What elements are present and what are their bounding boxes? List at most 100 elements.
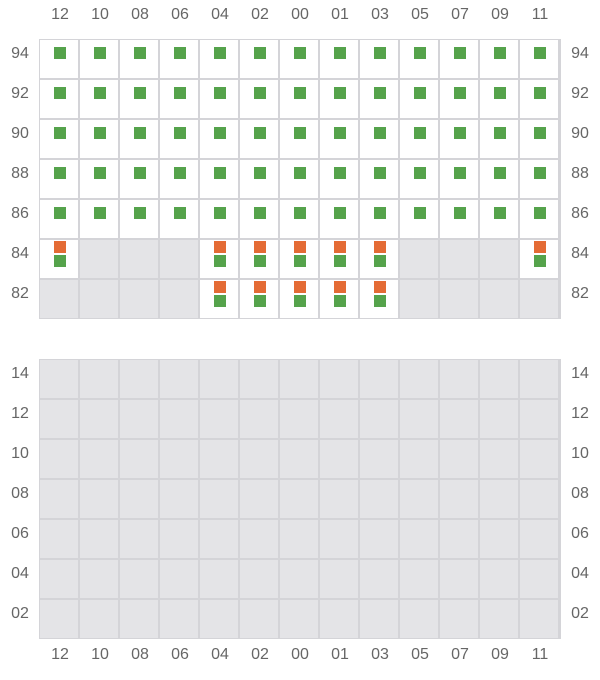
green-marker [174,207,186,219]
grid-cell[interactable] [319,279,359,319]
grid-cell[interactable] [279,119,319,159]
grid-cell[interactable] [359,39,399,79]
grid-cell [479,599,519,639]
grid-cell[interactable] [479,79,519,119]
grid-cell[interactable] [239,159,279,199]
grid-cell[interactable] [239,39,279,79]
grid-cell [519,439,559,479]
grid-cell[interactable] [359,159,399,199]
grid-cell[interactable] [319,199,359,239]
grid-cell[interactable] [119,79,159,119]
grid-cell[interactable] [39,119,79,159]
grid-cell[interactable] [519,239,559,279]
green-marker [254,127,266,139]
grid-cell[interactable] [399,39,439,79]
grid-cell[interactable] [119,39,159,79]
green-marker [254,255,266,267]
grid-cell[interactable] [519,79,559,119]
green-marker [374,295,386,307]
grid-cell[interactable] [279,279,319,319]
grid-cell[interactable] [199,119,239,159]
grid-cell[interactable] [359,199,399,239]
grid-cell[interactable] [159,79,199,119]
grid-cell[interactable] [279,159,319,199]
grid-cell[interactable] [479,159,519,199]
grid-cell[interactable] [519,199,559,239]
grid-cell[interactable] [399,79,439,119]
grid-cell[interactable] [39,39,79,79]
grid-cell [399,599,439,639]
grid-cell[interactable] [399,199,439,239]
grid-cell[interactable] [199,39,239,79]
grid-cell[interactable] [119,159,159,199]
green-marker [214,167,226,179]
grid-cell[interactable] [79,199,119,239]
grid-cell[interactable] [159,159,199,199]
grid-cell[interactable] [439,39,479,79]
grid-cell[interactable] [359,279,399,319]
grid-cell[interactable] [159,39,199,79]
grid-cell[interactable] [479,119,519,159]
grid-cell[interactable] [239,239,279,279]
grid-cell[interactable] [119,199,159,239]
grid-cell[interactable] [279,199,319,239]
grid-cell[interactable] [319,119,359,159]
grid-cell[interactable] [439,199,479,239]
grid-cell[interactable] [319,39,359,79]
orange-marker [374,281,386,293]
grid-cell[interactable] [359,79,399,119]
green-marker [334,87,346,99]
grid-cell[interactable] [239,199,279,239]
grid-cell[interactable] [399,119,439,159]
grid-cell[interactable] [79,159,119,199]
grid-cell[interactable] [79,39,119,79]
grid-cell[interactable] [159,119,199,159]
grid-cell [79,239,119,279]
grid-cell[interactable] [359,119,399,159]
grid-cell[interactable] [359,239,399,279]
grid-cell[interactable] [319,239,359,279]
green-marker [414,47,426,59]
grid-cell[interactable] [119,119,159,159]
grid-cell[interactable] [439,119,479,159]
grid-cell[interactable] [39,199,79,239]
grid-cell [159,239,199,279]
grid-cell[interactable] [39,159,79,199]
grid-cell[interactable] [519,39,559,79]
green-marker [54,255,66,267]
green-marker [294,207,306,219]
grid-cell[interactable] [239,279,279,319]
grid-cell[interactable] [439,79,479,119]
grid-cell[interactable] [519,159,559,199]
grid-cell[interactable] [159,199,199,239]
grid-cell[interactable] [239,79,279,119]
grid-cell[interactable] [199,239,239,279]
grid-cell[interactable] [79,119,119,159]
green-marker [374,207,386,219]
grid-cell[interactable] [279,239,319,279]
grid-cell [39,599,79,639]
grid-cell[interactable] [479,199,519,239]
grid-cell[interactable] [199,279,239,319]
grid-cell[interactable] [319,79,359,119]
grid-cell[interactable] [199,159,239,199]
grid-cell[interactable] [519,119,559,159]
green-marker [334,127,346,139]
green-marker [54,127,66,139]
grid-cell[interactable] [319,159,359,199]
grid-cell[interactable] [279,39,319,79]
grid-cell [239,519,279,559]
green-marker [454,47,466,59]
top-column-label: 05 [411,6,429,23]
grid-cell[interactable] [439,159,479,199]
grid-cell[interactable] [239,119,279,159]
grid-cell[interactable] [39,79,79,119]
grid-cell[interactable] [39,239,79,279]
grid-cell[interactable] [479,39,519,79]
grid-cell[interactable] [199,199,239,239]
grid-cell[interactable] [199,79,239,119]
grid-cell[interactable] [79,79,119,119]
grid-cell[interactable] [399,159,439,199]
grid-cell[interactable] [279,79,319,119]
